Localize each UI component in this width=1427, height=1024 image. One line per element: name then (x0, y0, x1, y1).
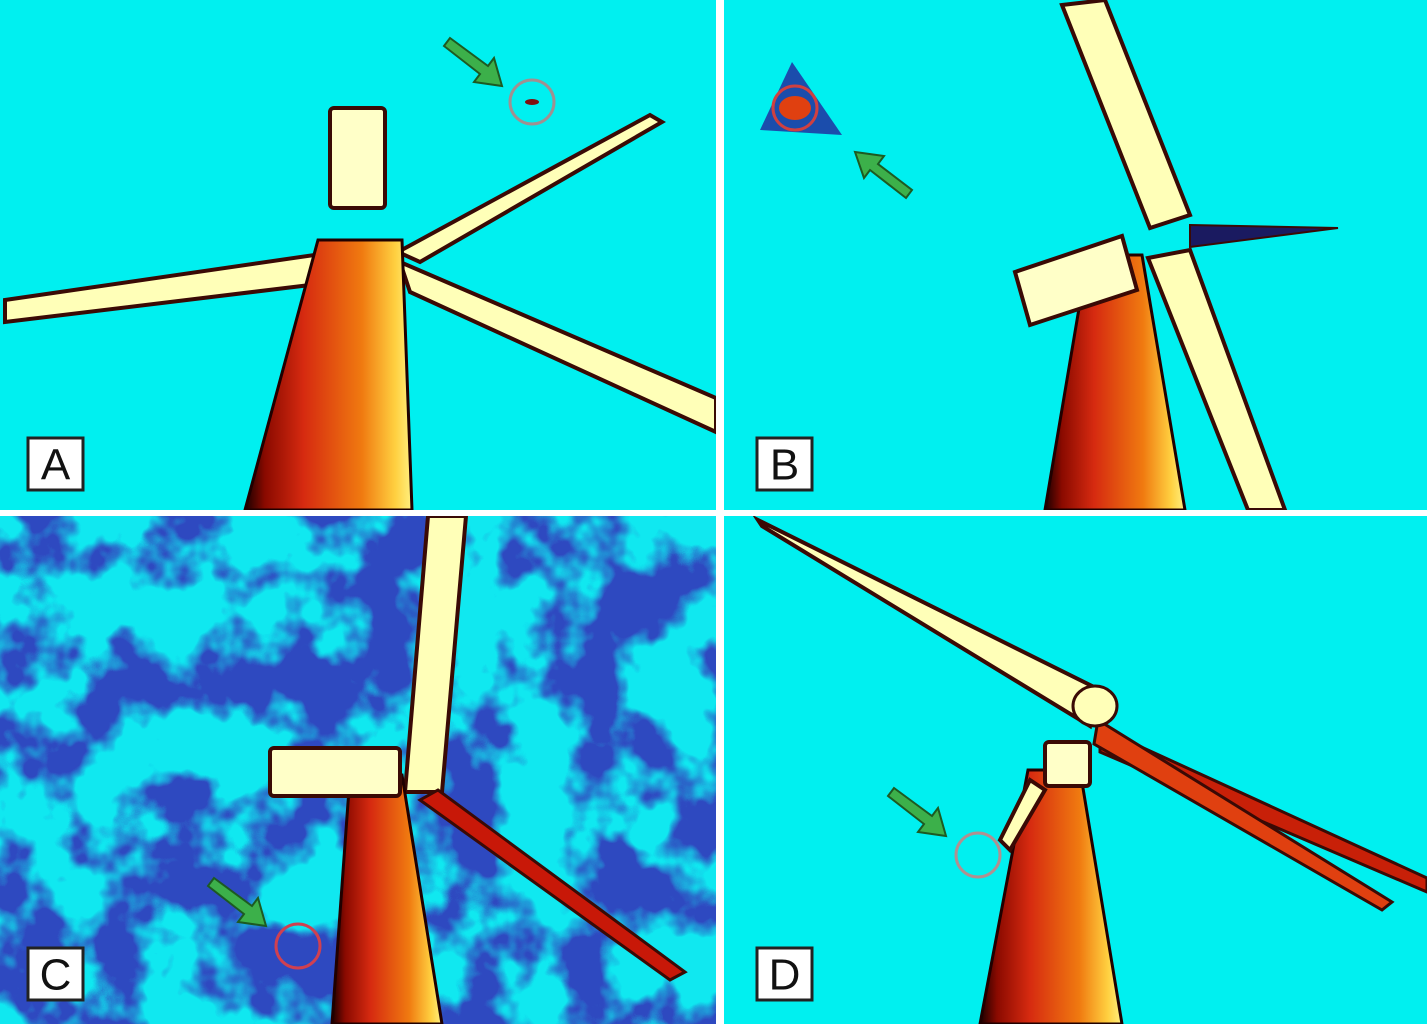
panel-a (0, 0, 716, 510)
label-c: C (28, 948, 83, 1000)
panel-b (724, 0, 1427, 510)
label-a: A (28, 438, 83, 490)
label-b: B (757, 438, 812, 490)
panel-label: B (770, 441, 799, 490)
label-d: D (757, 948, 812, 1000)
panel-label: C (40, 951, 72, 1000)
page: A B C D (() => { const data = JSON.parse… (0, 0, 1427, 1024)
panel-label: A (41, 441, 71, 490)
panel-label: D (769, 951, 801, 1000)
panel-d (724, 516, 1427, 1024)
figure: A B C D (0, 0, 1427, 1024)
panel-c (0, 516, 716, 1024)
